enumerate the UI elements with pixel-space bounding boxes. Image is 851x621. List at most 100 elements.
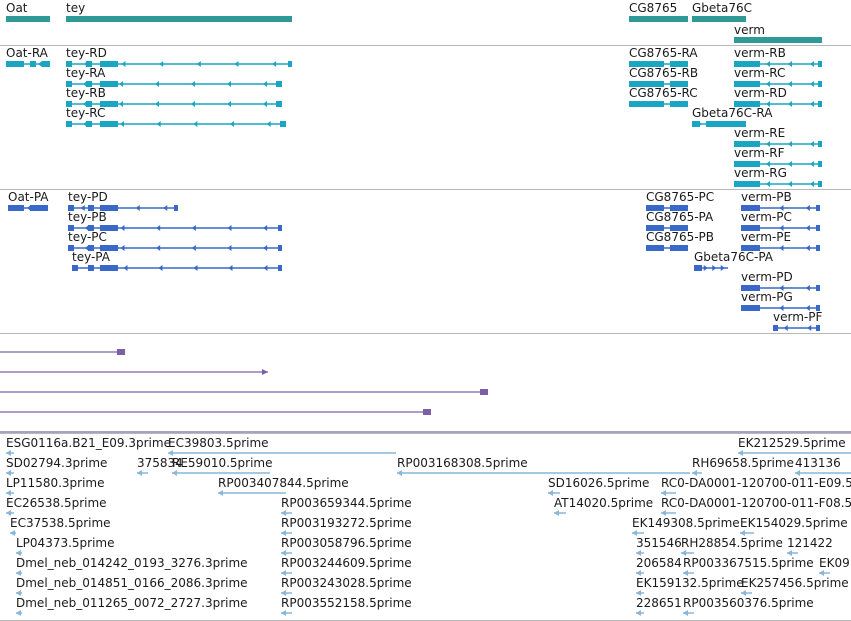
protein-verm-pd-exon[interactable] (816, 285, 820, 291)
transcript-verm-rb-label[interactable]: verm-RB (734, 46, 786, 60)
protein-oat-pa-exon[interactable] (8, 205, 24, 211)
transcript-verm-rc-label[interactable]: verm-RC (734, 66, 786, 80)
transcript-tey-rb-exon[interactable] (276, 101, 282, 107)
protein-verm-pb-exon[interactable] (816, 205, 820, 211)
transcript-cg8765-rb-label[interactable]: CG8765-RB (629, 66, 699, 80)
est-rp003168308-5prime-label[interactable]: RP003168308.5prime (397, 456, 528, 470)
est-rp003244609-5prime-label[interactable]: RP003244609.5prime (281, 556, 412, 570)
transcript-tey-ra-exon[interactable] (100, 81, 118, 87)
protein-tey-pd-label[interactable]: tey-PD (68, 190, 108, 204)
transcript-gbeta76c-ra-exon[interactable] (692, 121, 700, 127)
est-sd16026-5prime-label[interactable]: SD16026.5prime (548, 476, 650, 490)
protein-tey-pb-exon[interactable] (88, 225, 94, 231)
est-ek212529-5prime-label[interactable]: EK212529.5prime (738, 436, 846, 450)
protein-verm-pc-exon[interactable] (816, 225, 820, 231)
est-ek154029-5prime-label[interactable]: EK154029.5prime (740, 516, 848, 530)
protein-tey-pb-exon[interactable] (100, 225, 118, 231)
protein-tey-pa-exon[interactable] (72, 265, 78, 271)
protein-tey-pa-label[interactable]: tey-PA (72, 250, 110, 264)
est-sd02794-3prime-label[interactable]: SD02794.3prime (6, 456, 108, 470)
gene-cg8765-bar[interactable] (629, 16, 688, 22)
transcript-tey-rc-exon[interactable] (86, 121, 92, 127)
protein-cg8765-pa-exon[interactable] (646, 225, 664, 231)
protein-cg8765-pa-label[interactable]: CG8765-PA (646, 210, 714, 224)
est-ek257456-5prime-label[interactable]: EK257456.5prime (741, 576, 849, 590)
transcript-verm-rg-label[interactable]: verm-RG (734, 166, 787, 180)
transcript-tey-rc-exon[interactable] (100, 121, 118, 127)
protein-verm-pf-label[interactable]: verm-PF (773, 310, 823, 324)
transcript-verm-re-label[interactable]: verm-RE (734, 126, 786, 140)
transcript-tey-rd-exon[interactable] (288, 61, 292, 67)
gene-verm-label[interactable]: verm (734, 23, 765, 37)
est-rp003560376-5prime-label[interactable]: RP003560376.5prime (683, 596, 814, 610)
transcript-tey-ra-exon[interactable] (66, 81, 72, 87)
est-375834-label[interactable]: 375834 (137, 456, 183, 470)
est-lp04373-5prime-label[interactable]: LP04373.5prime (16, 536, 115, 550)
transcript-cg8765-ra-exon[interactable] (670, 61, 688, 67)
protein-tey-pd-exon[interactable] (174, 205, 178, 211)
protein-oat-pa-label[interactable]: Oat-PA (8, 190, 49, 204)
gene-gbeta76c-bar[interactable] (692, 16, 746, 22)
protein-cg8765-pc-exon[interactable] (646, 205, 664, 211)
protein-verm-pe-label[interactable]: verm-PE (741, 230, 792, 244)
protein-oat-pa-exon[interactable] (30, 205, 48, 211)
protein-tey-pb-exon[interactable] (68, 225, 74, 231)
protein-verm-pg-exon[interactable] (741, 305, 760, 311)
est-rp003552158-5prime-label[interactable]: RP003552158.5prime (281, 596, 412, 610)
transcript-tey-rd-exon[interactable] (100, 61, 118, 67)
est-121422-label[interactable]: 121422 (787, 536, 833, 550)
transcript-oat-ra-exon[interactable] (42, 61, 50, 67)
protein-tey-pc-label[interactable]: tey-PC (68, 230, 107, 244)
transcript-gbeta76c-ra-label[interactable]: Gbeta76C-RA (692, 106, 773, 120)
protein-cg8765-pb-exon[interactable] (646, 245, 664, 251)
gene-cg8765-label[interactable]: CG8765 (629, 1, 678, 15)
gene-gbeta76c-label[interactable]: Gbeta76C (692, 1, 753, 15)
protein-verm-pd-label[interactable]: verm-PD (741, 270, 793, 284)
transcript-cg8765-rc-label[interactable]: CG8765-RC (629, 86, 698, 100)
transcript-tey-rc-exon[interactable] (66, 121, 72, 127)
transcript-verm-re-exon[interactable] (818, 141, 822, 147)
transcript-verm-rd-label[interactable]: verm-RD (734, 86, 787, 100)
gene-oat-bar[interactable] (6, 16, 50, 22)
est-ec37538-5prime-label[interactable]: EC37538.5prime (10, 516, 111, 530)
est-ec39803-5prime-label[interactable]: EC39803.5prime (168, 436, 269, 450)
transcript-tey-ra-exon[interactable] (86, 81, 92, 87)
protein-verm-pe-exon[interactable] (816, 245, 820, 251)
transcript-verm-rg-exon[interactable] (818, 181, 822, 187)
transcript-verm-rf-exon[interactable] (818, 161, 822, 167)
protein-verm-pd-exon[interactable] (741, 285, 760, 291)
est-rp003243028-5prime-label[interactable]: RP003243028.5prime (281, 576, 412, 590)
est-lp11580-3prime-label[interactable]: LP11580.3prime (6, 476, 105, 490)
transcript-cg8765-ra-label[interactable]: CG8765-RA (629, 46, 698, 60)
transcript-oat-ra-exon[interactable] (6, 61, 24, 67)
transcript-tey-rb-exon[interactable] (100, 101, 118, 107)
protein-tey-pa-exon[interactable] (278, 265, 282, 271)
transcript-verm-rf-label[interactable]: verm-RF (734, 146, 785, 160)
est-rp003193272-5prime-label[interactable]: RP003193272.5prime (281, 516, 412, 530)
est-ek09-label[interactable]: EK09 (819, 556, 850, 570)
transcript-tey-ra-label[interactable]: tey-RA (66, 66, 106, 80)
gene-oat-label[interactable]: Oat (6, 1, 28, 15)
protein-tey-pb-label[interactable]: tey-PB (68, 210, 107, 224)
protein-tey-pd-exon[interactable] (68, 205, 74, 211)
protein-verm-pb-exon[interactable] (741, 205, 760, 211)
gene-tey-label[interactable]: tey (66, 1, 86, 15)
transcript-tey-rd-exon[interactable] (66, 61, 72, 67)
est-dmel-neb-011265-0072-2727-3prime-label[interactable]: Dmel_neb_011265_0072_2727.3prime (16, 596, 248, 610)
transcript-tey-rb-exon[interactable] (66, 101, 72, 107)
gene-tey-bar[interactable] (66, 16, 292, 22)
transcript-tey-rb-exon[interactable] (86, 101, 92, 107)
protein-verm-pf-exon[interactable] (773, 325, 778, 331)
transcript-cg8765-rc-exon[interactable] (670, 101, 688, 107)
transcript-tey-ra-exon[interactable] (276, 81, 282, 87)
est-413136-label[interactable]: 413136 (795, 456, 841, 470)
est-rh69658-5prime-label[interactable]: RH69658.5prime (692, 456, 794, 470)
est-re59010-5prime-label[interactable]: RE59010.5prime (172, 456, 273, 470)
protein-verm-pe-exon[interactable] (741, 245, 760, 251)
est-rc0-da0001-120700-011-e09-5prime-label[interactable]: RC0-DA0001-120700-011-E09.5prime (661, 476, 851, 490)
protein-tey-pc-exon[interactable] (278, 245, 282, 251)
protein-verm-pg-exon[interactable] (816, 305, 820, 311)
transcript-tey-rd-exon[interactable] (86, 61, 92, 67)
transcript-tey-rc-label[interactable]: tey-RC (66, 106, 106, 120)
transcript-gbeta76c-ra-exon[interactable] (706, 121, 746, 127)
